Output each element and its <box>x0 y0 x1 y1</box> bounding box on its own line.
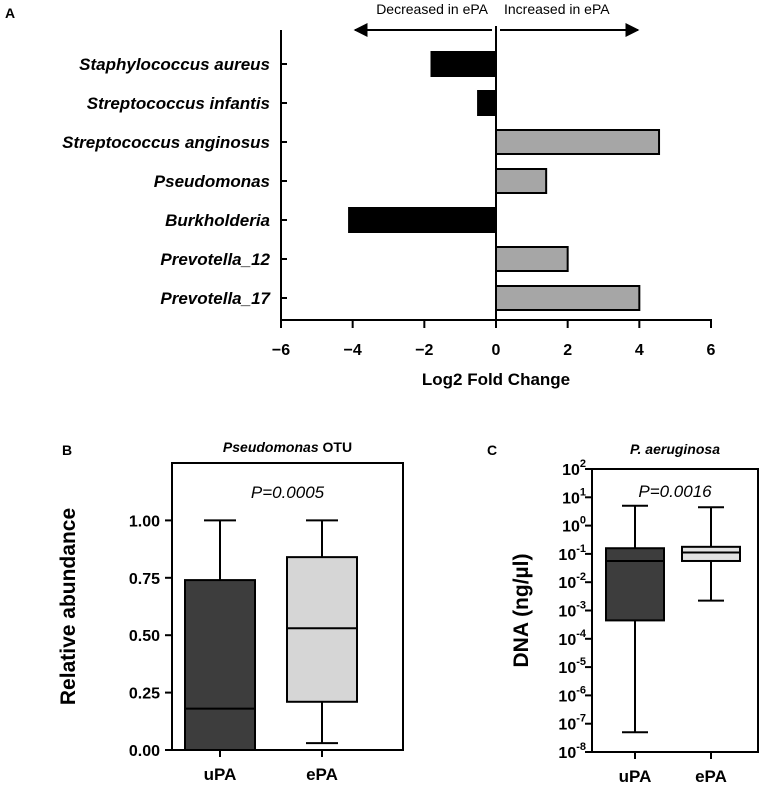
category-label: Streptococcus anginosus <box>62 133 270 152</box>
x-tick-label: 0 <box>492 342 501 359</box>
y-tick-label: 1.00 <box>129 513 160 530</box>
x-tick-label: uPA <box>204 765 237 784</box>
bar-streptococcus-anginosus <box>495 129 661 155</box>
x-tick-label: ePA <box>695 767 727 786</box>
p-value-b: P=0.0005 <box>251 483 325 502</box>
panel-b-title: Pseudomonas OTU <box>223 439 352 455</box>
x-tick-label: −6 <box>272 342 290 359</box>
bar-streptococcus-infantis <box>477 90 498 116</box>
panel-label-c: C <box>487 442 497 458</box>
y-tick-label: 10-6 <box>558 684 586 705</box>
y-tick-label: 0.25 <box>129 686 160 703</box>
panel-label-b: B <box>62 442 72 458</box>
y-tick-label: 100 <box>562 515 586 536</box>
bar-staphylococcus-aureus <box>430 51 497 77</box>
category-label: Prevotella_17 <box>160 289 271 308</box>
decreased-label: Decreased in ePA <box>376 1 488 17</box>
y-axis-title: Relative abundance <box>57 508 80 705</box>
panel-label-a: A <box>5 5 15 21</box>
x-tick-label: −2 <box>415 342 433 359</box>
increased-label: Increased in ePA <box>504 1 610 17</box>
y-tick-label: 0.75 <box>129 571 160 588</box>
x-tick-label: ePA <box>306 765 338 784</box>
y-tick-label: 10-1 <box>558 543 586 564</box>
y-tick-label: 10-5 <box>558 656 586 677</box>
x-tick-label: uPA <box>619 767 652 786</box>
box-upa <box>184 579 256 752</box>
category-label: Pseudomonas <box>154 172 270 191</box>
panel-c-title: P. aeruginosa <box>630 441 720 457</box>
category-label: Streptococcus infantis <box>87 94 270 113</box>
y-tick-label: 10-8 <box>558 741 586 762</box>
category-label: Burkholderia <box>165 211 270 230</box>
x-tick-label: 4 <box>635 342 644 359</box>
y-axis-title: DNA (ng/µl) <box>510 554 533 668</box>
box-upa <box>605 547 665 622</box>
y-tick-label: 10-4 <box>558 628 586 649</box>
y-tick-label: 10-3 <box>558 600 586 621</box>
y-tick-label: 10-2 <box>558 571 586 592</box>
p-value-c: P=0.0016 <box>638 482 712 501</box>
x-tick-label: 2 <box>563 342 572 359</box>
y-tick-label: 0.00 <box>129 743 160 760</box>
bar-prevotella-17 <box>495 285 641 311</box>
bar-prevotella-12 <box>495 246 569 272</box>
box-epa <box>286 556 358 703</box>
y-tick-label: 0.50 <box>129 628 160 645</box>
plot-frame-b <box>171 462 404 751</box>
bar-pseudomonas <box>495 168 548 194</box>
y-tick-label: 101 <box>562 486 586 507</box>
y-tick-label: 102 <box>562 458 586 479</box>
x-axis-title: Log2 Fold Change <box>422 370 570 389</box>
bar-burkholderia <box>348 207 498 233</box>
x-tick-label: −4 <box>344 342 362 359</box>
x-tick-label: 6 <box>707 342 716 359</box>
y-tick-label: 10-7 <box>558 713 586 734</box>
category-label: Staphylococcus aureus <box>79 55 270 74</box>
category-label: Prevotella_12 <box>160 250 270 269</box>
box-epa <box>681 545 741 562</box>
